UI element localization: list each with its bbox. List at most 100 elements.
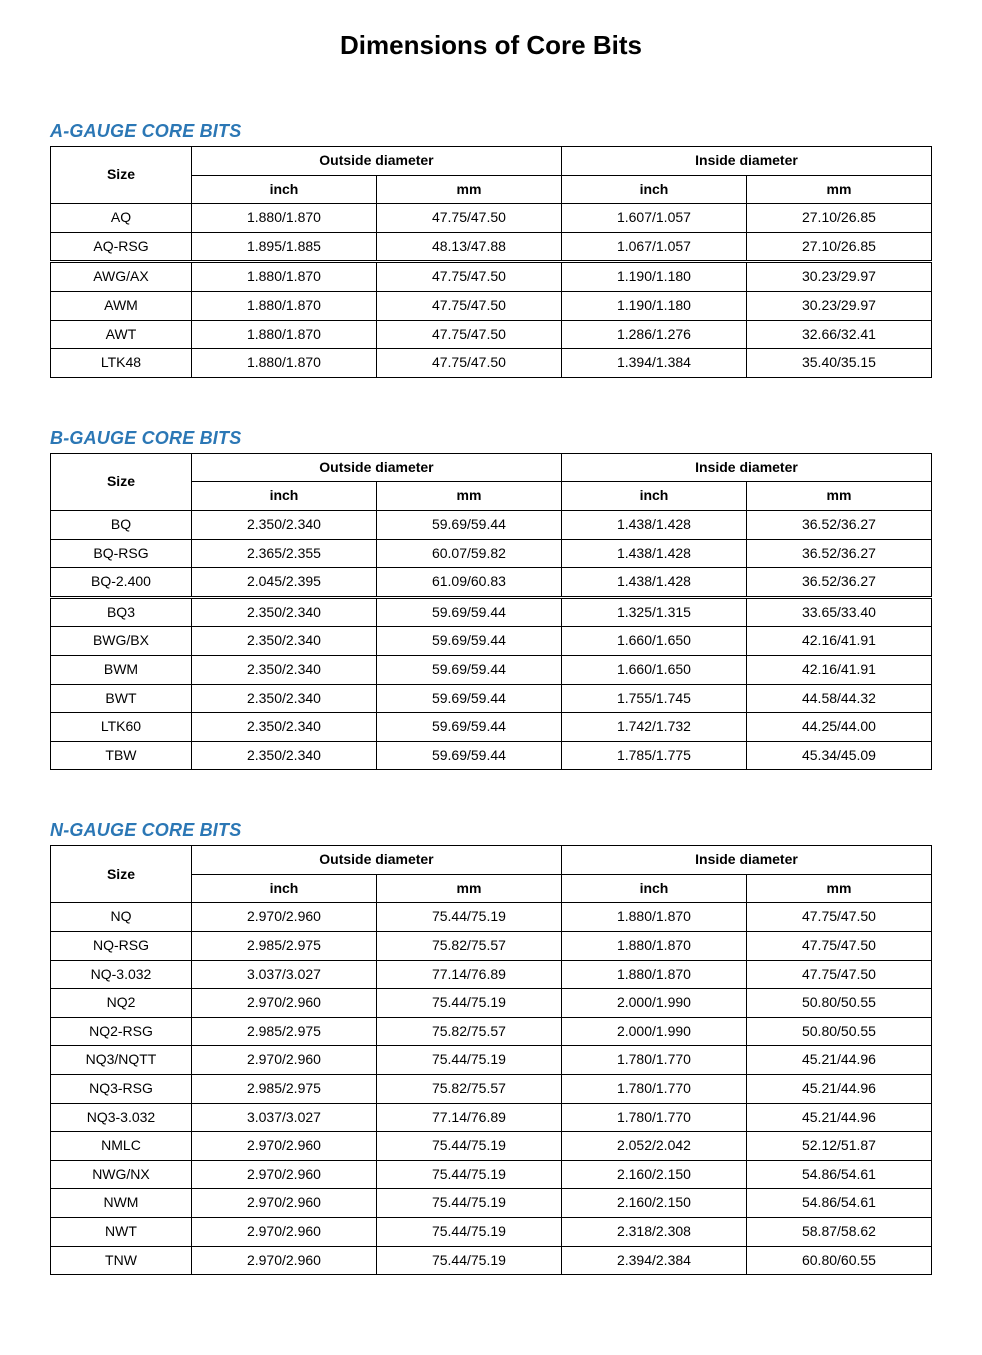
cell-od-mm: 75.44/75.19 (376, 989, 561, 1018)
cell-od-inch: 2.970/2.960 (191, 1218, 376, 1247)
cell-id-inch: 1.755/1.745 (561, 684, 746, 713)
table-row: NWT2.970/2.96075.44/75.192.318/2.30858.8… (51, 1218, 932, 1247)
cell-od-mm: 75.82/75.57 (376, 1075, 561, 1104)
cell-id-inch: 2.160/2.150 (561, 1189, 746, 1218)
cell-size: NQ2-RSG (51, 1017, 192, 1046)
cell-od-inch: 2.970/2.960 (191, 1189, 376, 1218)
cell-id-mm: 42.16/41.91 (746, 655, 931, 684)
cell-od-mm: 59.69/59.44 (376, 741, 561, 770)
table-row: NQ2-RSG2.985/2.97575.82/75.572.000/1.990… (51, 1017, 932, 1046)
cell-id-inch: 1.438/1.428 (561, 539, 746, 568)
cell-size: NQ3-3.032 (51, 1103, 192, 1132)
cell-id-inch: 1.190/1.180 (561, 291, 746, 320)
cell-size: NWM (51, 1189, 192, 1218)
cell-size: BQ-2.400 (51, 568, 192, 598)
cell-od-inch: 2.970/2.960 (191, 1246, 376, 1275)
table-row: TBW2.350/2.34059.69/59.441.785/1.77545.3… (51, 741, 932, 770)
col-subheader-mm-3: mm (746, 175, 931, 204)
cell-od-inch: 2.985/2.975 (191, 1075, 376, 1104)
cell-od-mm: 75.82/75.57 (376, 932, 561, 961)
cell-size: LTK48 (51, 349, 192, 378)
cell-od-mm: 59.69/59.44 (376, 597, 561, 627)
cell-size: AQ-RSG (51, 232, 192, 262)
cell-od-inch: 1.880/1.870 (191, 204, 376, 233)
col-header-size: Size (51, 453, 192, 510)
cell-size: BQ3 (51, 597, 192, 627)
cell-od-mm: 75.82/75.57 (376, 1017, 561, 1046)
table-row: NMLC2.970/2.96075.44/75.192.052/2.04252.… (51, 1132, 932, 1161)
cell-id-mm: 50.80/50.55 (746, 1017, 931, 1046)
cell-id-inch: 2.052/2.042 (561, 1132, 746, 1161)
cell-id-mm: 45.21/44.96 (746, 1103, 931, 1132)
data-table: SizeOutside diameterInside diameterinchm… (50, 845, 932, 1275)
cell-od-mm: 75.44/75.19 (376, 1132, 561, 1161)
cell-od-inch: 2.970/2.960 (191, 1160, 376, 1189)
cell-id-mm: 32.66/32.41 (746, 320, 931, 349)
cell-size: NQ-3.032 (51, 960, 192, 989)
table-row: NQ3-3.0323.037/3.02777.14/76.891.780/1.7… (51, 1103, 932, 1132)
col-header-size: Size (51, 846, 192, 903)
cell-od-mm: 47.75/47.50 (376, 262, 561, 292)
cell-id-mm: 27.10/26.85 (746, 204, 931, 233)
table-row: NQ-RSG2.985/2.97575.82/75.571.880/1.8704… (51, 932, 932, 961)
cell-size: TNW (51, 1246, 192, 1275)
table-row: LTK602.350/2.34059.69/59.441.742/1.73244… (51, 713, 932, 742)
cell-od-inch: 1.880/1.870 (191, 349, 376, 378)
cell-size: BWT (51, 684, 192, 713)
section: B-GAUGE CORE BITSSizeOutside diameterIns… (50, 428, 932, 771)
cell-size: NQ3/NQTT (51, 1046, 192, 1075)
cell-id-mm: 30.23/29.97 (746, 291, 931, 320)
cell-od-mm: 77.14/76.89 (376, 960, 561, 989)
table-row: NQ2.970/2.96075.44/75.191.880/1.87047.75… (51, 903, 932, 932)
cell-id-inch: 1.607/1.057 (561, 204, 746, 233)
cell-od-mm: 77.14/76.89 (376, 1103, 561, 1132)
cell-od-inch: 2.985/2.975 (191, 932, 376, 961)
table-row: NWG/NX2.970/2.96075.44/75.192.160/2.1505… (51, 1160, 932, 1189)
cell-size: TBW (51, 741, 192, 770)
col-subheader-inch-2: inch (561, 175, 746, 204)
cell-id-inch: 1.742/1.732 (561, 713, 746, 742)
cell-od-mm: 59.69/59.44 (376, 627, 561, 656)
cell-id-mm: 44.58/44.32 (746, 684, 931, 713)
cell-size: BWM (51, 655, 192, 684)
cell-od-mm: 75.44/75.19 (376, 903, 561, 932)
col-subheader-mm-1: mm (376, 175, 561, 204)
cell-size: LTK60 (51, 713, 192, 742)
cell-id-inch: 1.785/1.775 (561, 741, 746, 770)
cell-od-inch: 1.895/1.885 (191, 232, 376, 262)
cell-size: AQ (51, 204, 192, 233)
table-row: NQ3-RSG2.985/2.97575.82/75.571.780/1.770… (51, 1075, 932, 1104)
col-subheader-inch-0: inch (191, 175, 376, 204)
cell-od-inch: 2.350/2.340 (191, 627, 376, 656)
cell-od-mm: 47.75/47.50 (376, 291, 561, 320)
cell-size: NWT (51, 1218, 192, 1247)
cell-od-inch: 2.365/2.355 (191, 539, 376, 568)
cell-id-inch: 1.880/1.870 (561, 960, 746, 989)
cell-id-inch: 1.190/1.180 (561, 262, 746, 292)
cell-id-mm: 52.12/51.87 (746, 1132, 931, 1161)
cell-id-mm: 45.34/45.09 (746, 741, 931, 770)
cell-od-inch: 3.037/3.027 (191, 960, 376, 989)
cell-size: BWG/BX (51, 627, 192, 656)
cell-size: AWT (51, 320, 192, 349)
cell-od-mm: 47.75/47.50 (376, 320, 561, 349)
cell-od-mm: 48.13/47.88 (376, 232, 561, 262)
cell-id-mm: 45.21/44.96 (746, 1075, 931, 1104)
cell-id-mm: 44.25/44.00 (746, 713, 931, 742)
cell-id-inch: 1.286/1.276 (561, 320, 746, 349)
cell-id-inch: 1.438/1.428 (561, 568, 746, 598)
section: N-GAUGE CORE BITSSizeOutside diameterIns… (50, 820, 932, 1275)
cell-size: NQ-RSG (51, 932, 192, 961)
cell-id-inch: 1.780/1.770 (561, 1075, 746, 1104)
cell-od-mm: 75.44/75.19 (376, 1189, 561, 1218)
cell-id-mm: 45.21/44.96 (746, 1046, 931, 1075)
col-subheader-inch-2: inch (561, 482, 746, 511)
cell-size: NQ2 (51, 989, 192, 1018)
cell-od-inch: 2.985/2.975 (191, 1017, 376, 1046)
cell-id-inch: 1.780/1.770 (561, 1103, 746, 1132)
cell-id-inch: 1.660/1.650 (561, 655, 746, 684)
cell-od-mm: 61.09/60.83 (376, 568, 561, 598)
cell-size: NQ (51, 903, 192, 932)
cell-id-mm: 54.86/54.61 (746, 1189, 931, 1218)
cell-id-inch: 1.394/1.384 (561, 349, 746, 378)
